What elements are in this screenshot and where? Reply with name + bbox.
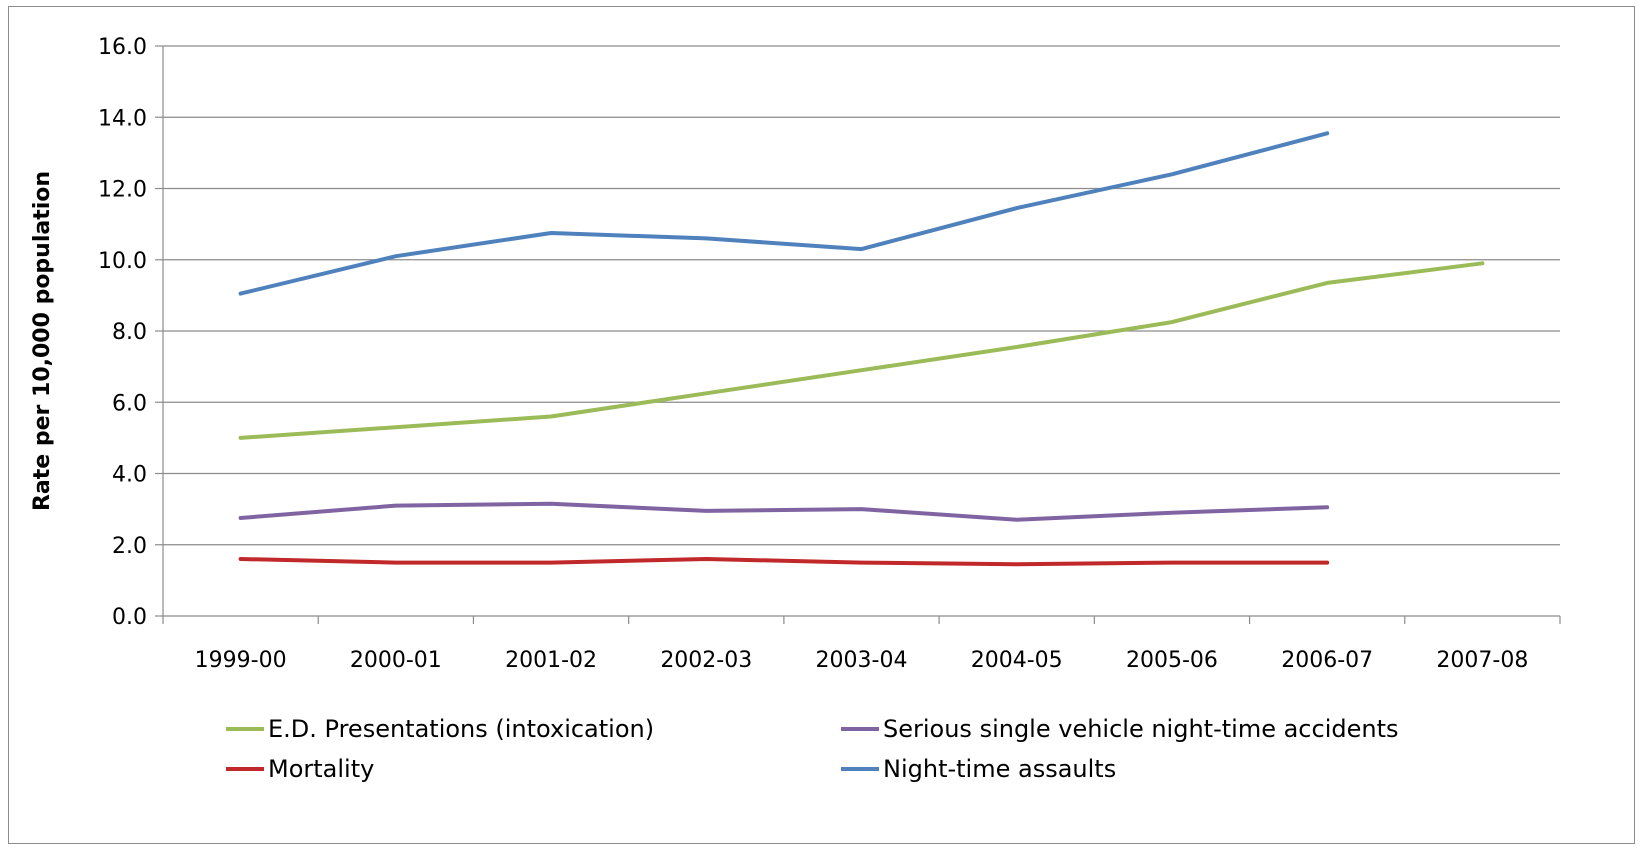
legend-label: E.D. Presentations (intoxication) xyxy=(268,715,654,743)
x-tick-label: 2007-08 xyxy=(1436,648,1528,673)
line-chart: 0.0 2.0 4.0 6.0 8.0 10.0 12.0 14.0 16.0 1999-00 20… xyxy=(30,35,1561,783)
legend-item: E.D. Presentations (intoxication) xyxy=(226,715,654,743)
legend-label: Serious single vehicle night-time accide… xyxy=(883,715,1398,743)
y-tick-label: 8.0 xyxy=(112,320,147,345)
y-tick-label: 4.0 xyxy=(112,463,147,488)
gridlines xyxy=(163,45,1560,617)
legend-item: Serious single vehicle night-time accide… xyxy=(841,715,1398,743)
y-tick-label: 10.0 xyxy=(98,249,147,274)
x-tick-label: 2001-02 xyxy=(505,648,597,673)
series-line xyxy=(238,557,1330,567)
y-tick-label: 6.0 xyxy=(112,391,147,416)
series-line xyxy=(238,501,1330,522)
x-tick-label: 2000-01 xyxy=(350,648,442,673)
y-tick-label: 12.0 xyxy=(98,178,147,203)
x-tick-label: 2005-06 xyxy=(1126,648,1218,673)
series-lines xyxy=(238,131,1485,567)
legend-item: Night-time assaults xyxy=(841,755,1116,783)
axes: 0.0 2.0 4.0 6.0 8.0 10.0 12.0 14.0 16.0 1999-00 20… xyxy=(98,35,1561,673)
y-tick-label: 14.0 xyxy=(98,106,147,131)
series-line xyxy=(238,131,1330,296)
y-axis-title: Rate per 10,000 population xyxy=(30,171,55,511)
chart-frame: 0.0 2.0 4.0 6.0 8.0 10.0 12.0 14.0 16.0 1999-00 20… xyxy=(8,6,1635,844)
x-tick-label: 2002-03 xyxy=(660,648,752,673)
x-tick-label: 1999-00 xyxy=(195,648,287,673)
legend-item: Mortality xyxy=(226,755,374,783)
legend-label: Night-time assaults xyxy=(883,755,1116,783)
series-line xyxy=(238,261,1485,440)
x-tick-label: 2003-04 xyxy=(816,648,908,673)
legend: E.D. Presentations (intoxication) Serious… xyxy=(226,715,1398,783)
x-tick-label: 2004-05 xyxy=(971,648,1063,673)
legend-label: Mortality xyxy=(268,755,374,783)
y-tick-label: 0.0 xyxy=(112,605,147,630)
x-tick-label: 2006-07 xyxy=(1281,648,1373,673)
y-tick-label: 2.0 xyxy=(112,534,147,559)
y-tick-label: 16.0 xyxy=(98,35,147,60)
